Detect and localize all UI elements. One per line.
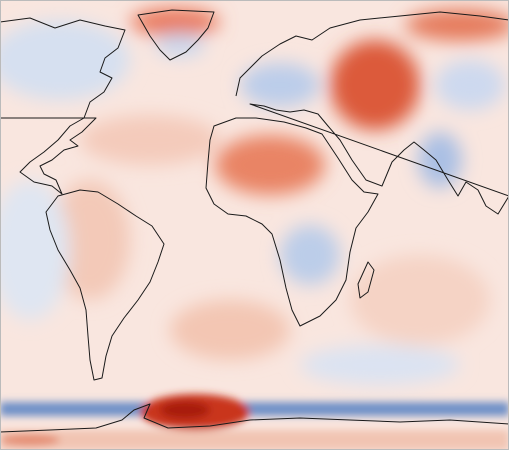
warm-core [160,401,210,419]
cool-patch [300,345,460,385]
madagascar [357,261,375,299]
warm-patch [330,40,420,130]
cool-patch [418,132,462,188]
anomaly-field [0,8,509,385]
cool-patch [0,20,130,100]
greenland [137,9,215,61]
southern-band [0,394,509,450]
antarctica [0,403,509,433]
africa [205,117,379,327]
cool-patch [0,180,70,320]
cool-patch [435,60,505,110]
warm-patch [0,434,60,446]
warm-patch [405,9,509,41]
south-america [45,189,165,381]
cool-band [0,402,509,416]
warm-patch [130,8,220,36]
warm-patch [215,135,325,195]
eurasia [235,11,509,215]
north-america [0,17,126,195]
coastlines [0,9,509,433]
warm-patch [80,115,220,165]
cool-patch [280,225,340,285]
warm-patch [350,255,490,345]
warm-band [0,430,509,450]
cool-patch [155,33,205,57]
warm-patch [170,300,290,360]
cool-patch [240,63,320,107]
